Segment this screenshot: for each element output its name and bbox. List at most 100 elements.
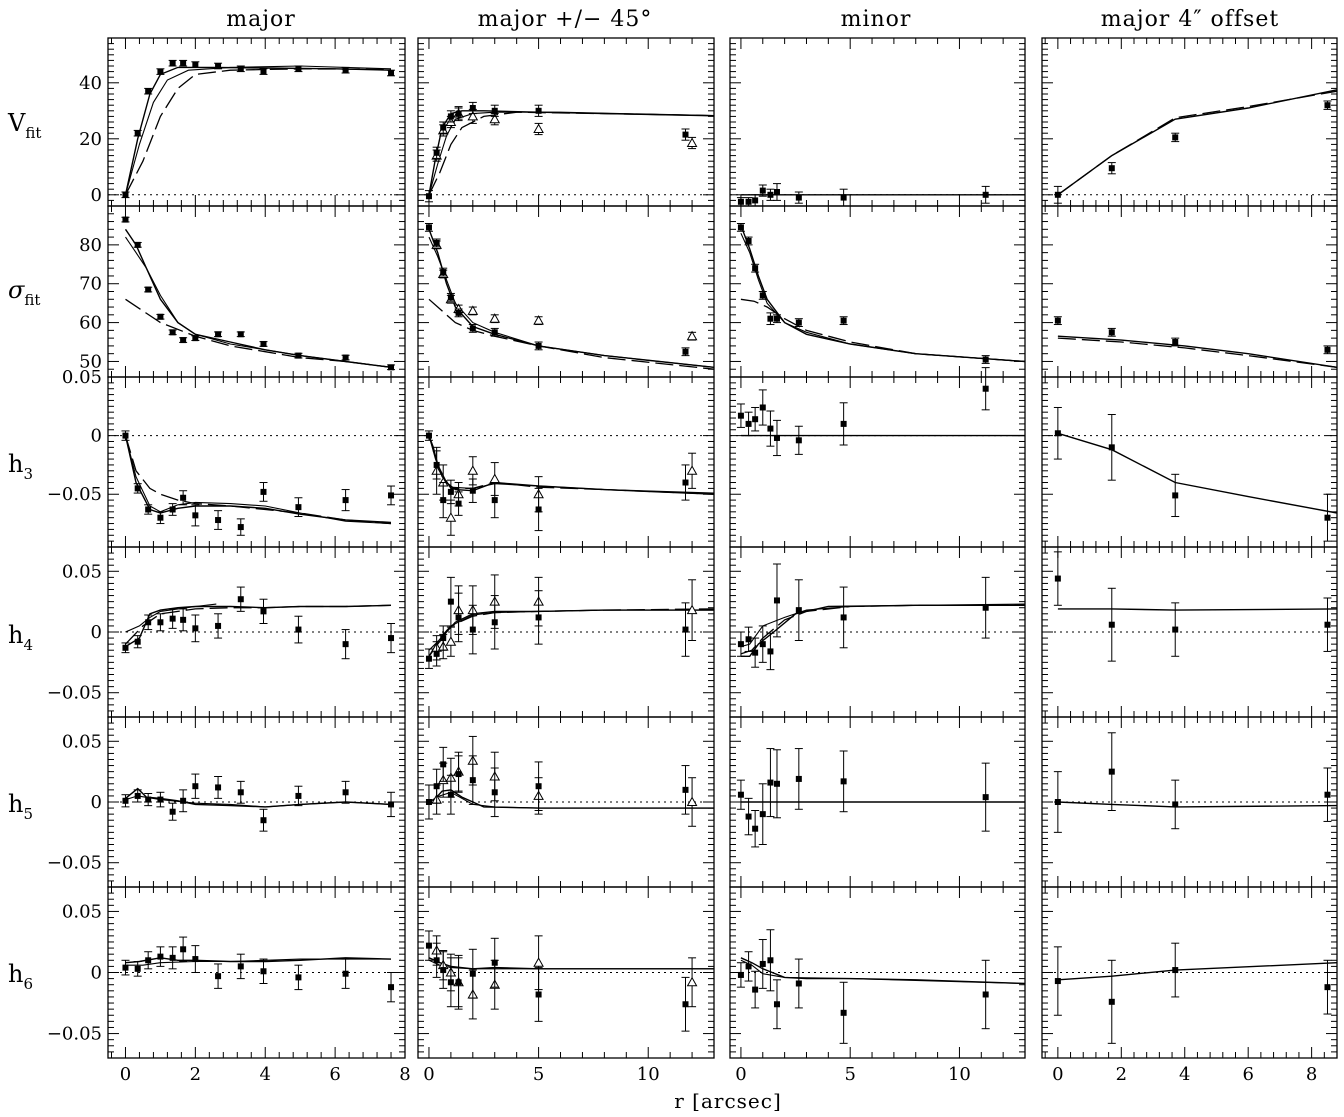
square-point xyxy=(982,794,989,801)
square-point xyxy=(745,813,752,820)
y-tick-label: 0.05 xyxy=(62,901,102,922)
panel-frame xyxy=(417,37,715,207)
y-tick-label: 0 xyxy=(91,185,102,206)
panel-frame xyxy=(1041,376,1338,548)
x-tick-label: 8 xyxy=(1306,1064,1317,1085)
square-point xyxy=(157,68,164,75)
square-point xyxy=(237,65,244,72)
triangle-point xyxy=(686,465,698,475)
square-point xyxy=(759,187,766,194)
panel-r1-c0: 50 60 70 80 xyxy=(79,205,406,378)
triangle-point xyxy=(467,465,479,475)
model-curve-solid-2 xyxy=(740,603,1025,648)
square-point xyxy=(433,957,440,964)
square-point xyxy=(1054,191,1061,198)
square-point xyxy=(260,608,267,615)
square-point xyxy=(491,959,498,966)
y-tick-label: −0.05 xyxy=(47,853,102,874)
square-point xyxy=(157,313,164,320)
model-curve-solid-2 xyxy=(124,65,392,195)
square-point xyxy=(342,789,349,796)
model-curve-dashed xyxy=(428,608,714,657)
square-point xyxy=(295,504,302,511)
square-point xyxy=(1108,329,1115,336)
panel-r4-c3 xyxy=(1041,716,1338,888)
y-tick-label: 0.05 xyxy=(62,561,102,582)
square-point xyxy=(773,1001,780,1008)
panel-frame xyxy=(107,37,406,207)
x-tick-label: 2 xyxy=(190,1064,201,1085)
square-point xyxy=(737,971,744,978)
triangle-point xyxy=(489,313,501,323)
row-label-main: h xyxy=(8,790,23,818)
square-point xyxy=(1172,967,1179,974)
y-tick-label: −0.05 xyxy=(47,484,102,505)
square-point xyxy=(773,780,780,787)
square-point xyxy=(795,437,802,444)
square-point xyxy=(795,775,802,782)
model-curve-solid xyxy=(124,228,392,368)
square-point xyxy=(215,331,222,338)
square-point xyxy=(145,619,152,626)
model-curve-solid xyxy=(124,66,392,195)
x-tick-label: 0 xyxy=(735,1064,746,1085)
square-point xyxy=(122,191,129,198)
square-point xyxy=(767,957,774,964)
square-point xyxy=(169,60,176,67)
row-label-5: h6 xyxy=(8,960,33,993)
panel-frame xyxy=(1041,886,1338,1059)
square-point xyxy=(122,964,129,971)
square-point xyxy=(455,979,462,986)
square-point xyxy=(469,325,476,332)
x-tick-label: 8 xyxy=(399,1064,410,1085)
square-point xyxy=(237,596,244,603)
model-curve-dashed xyxy=(428,435,714,495)
square-point xyxy=(752,265,759,272)
square-point xyxy=(122,644,129,651)
model-curve-solid xyxy=(125,604,392,648)
square-point xyxy=(122,432,129,439)
square-point xyxy=(440,124,447,131)
model-curve-dashed xyxy=(124,68,392,196)
square-point xyxy=(134,965,141,972)
square-point xyxy=(737,641,744,648)
triangle-point xyxy=(686,330,698,341)
column-title-major: major xyxy=(226,7,296,32)
y-tick-label: −0.05 xyxy=(47,1024,102,1045)
panel-r3-c0: −0.05 0 0.05 xyxy=(47,546,406,718)
square-point xyxy=(469,105,476,111)
model-curve-solid xyxy=(1057,335,1337,368)
square-point xyxy=(1108,621,1115,628)
square-point xyxy=(1108,444,1115,451)
model-curve-solid-2 xyxy=(740,232,1025,363)
square-point xyxy=(1108,998,1115,1005)
square-point xyxy=(180,946,187,953)
y-tick-label: 50 xyxy=(79,351,102,372)
x-tick-label: 5 xyxy=(533,1064,544,1085)
panel-frame xyxy=(729,37,1026,207)
row-label-2: h3 xyxy=(8,450,33,483)
square-point xyxy=(1324,791,1331,798)
square-point xyxy=(180,616,187,623)
square-point xyxy=(237,331,244,338)
square-point xyxy=(469,777,476,784)
panel-frame xyxy=(417,886,715,1059)
square-point xyxy=(455,309,462,316)
triangle-point xyxy=(686,137,698,147)
model-curve-solid-2 xyxy=(125,603,217,633)
square-point xyxy=(759,641,766,648)
square-point xyxy=(145,88,152,95)
square-point xyxy=(145,286,152,293)
square-point xyxy=(491,497,498,504)
square-point xyxy=(440,497,447,504)
square-point xyxy=(1324,984,1331,991)
triangle-point xyxy=(467,110,479,121)
square-point xyxy=(425,224,432,231)
square-point xyxy=(342,354,349,361)
y-tick-label: 0.05 xyxy=(62,367,102,388)
square-point xyxy=(1172,801,1179,808)
square-point xyxy=(752,825,759,832)
x-tick-label: 4 xyxy=(1179,1064,1190,1085)
square-point xyxy=(425,193,432,200)
square-point xyxy=(1172,134,1179,141)
